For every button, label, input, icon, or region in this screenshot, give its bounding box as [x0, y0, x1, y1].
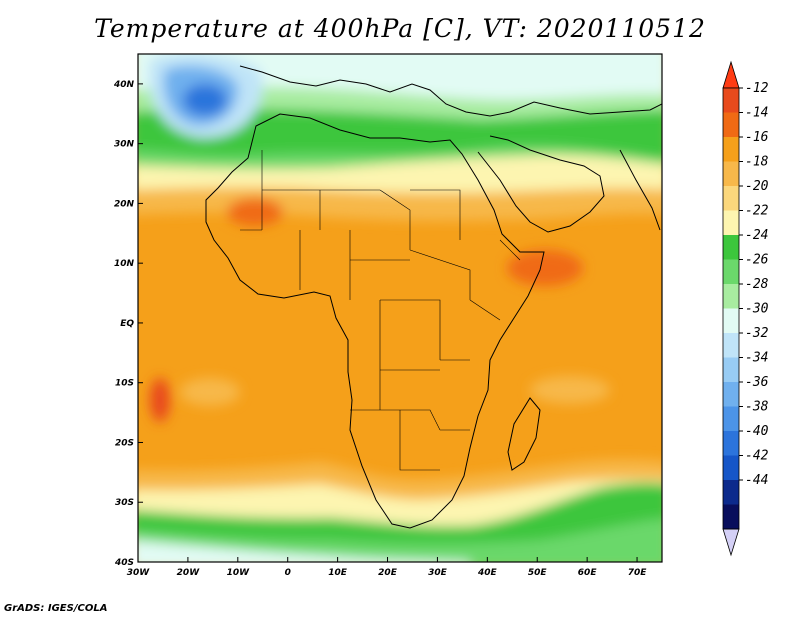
- india-coastline: [619, 149, 661, 231]
- map-title: Temperature at 400hPa [C], VT: 202011051…: [94, 14, 706, 43]
- lon-tick-label: 40E: [477, 568, 498, 578]
- colorbar: -12 -14 -16 -18 -20 -22 -24 -26 -28 -30 -32 -34 -36 -…: [722, 60, 769, 557]
- longitude-axis: 30W 20W 10W 0 10E 20E 30E 40E 50E 60E 70E: [127, 557, 647, 578]
- lon-tick-label: 20E: [378, 568, 398, 578]
- temperature-field: [138, 54, 662, 562]
- colorbar-label: -36: [745, 375, 769, 390]
- colorbar-label: -22: [745, 204, 769, 219]
- colorbar-label: -16: [745, 130, 769, 145]
- colorbar-swatch: [723, 406, 739, 432]
- colorbar-label: -20: [745, 179, 769, 194]
- field-horn-warm-patch: [507, 250, 583, 286]
- lat-tick-label: 20N: [114, 199, 135, 209]
- colorbar-swatch: [723, 504, 739, 530]
- lon-tick-label: 50E: [528, 568, 548, 578]
- colorbar-swatch: [723, 308, 739, 334]
- colorbar-label: -26: [745, 253, 769, 268]
- colorbar-swatch: [723, 284, 739, 309]
- latitude-axis: 40N 30N 20N 10N EQ 10S 20S 30S 40S: [113, 80, 143, 568]
- colorbar-label: -34: [745, 351, 768, 366]
- field-indian-ocean-yellow-patch: [530, 376, 610, 404]
- colorbar-swatch: [723, 112, 739, 138]
- field-north-cyan-band: [138, 54, 662, 100]
- field-atlantic-warm-patch: [150, 378, 170, 422]
- colorbar-swatch: [723, 455, 739, 481]
- lon-tick-label: 70E: [628, 568, 648, 578]
- colorbar-swatch: [723, 210, 739, 236]
- colorbar-swatch: [723, 259, 739, 285]
- lat-tick-label: 40N: [113, 80, 135, 90]
- colorbar-swatch: [723, 186, 739, 211]
- colorbar-label: -18: [745, 155, 769, 170]
- grads-credit: GrADS: IGES/COLA: [4, 603, 108, 614]
- colorbar-label: -42: [745, 449, 769, 464]
- lon-tick-label: 30W: [127, 568, 151, 578]
- colorbar-label: -14: [745, 106, 768, 121]
- lon-tick-label: 10W: [227, 568, 251, 578]
- field-west-africa-warm-patch: [227, 198, 283, 226]
- lat-tick-label: 10S: [115, 379, 134, 389]
- colorbar-swatch: [723, 333, 739, 358]
- lat-tick-label: 20S: [115, 438, 134, 448]
- field-sahara-cream-band: [138, 154, 662, 193]
- map-frame: [137, 53, 663, 563]
- field-south-atlantic-yellow-patch: [180, 378, 240, 406]
- lat-tick-label: 40S: [114, 558, 134, 568]
- colorbar-swatch: [723, 357, 739, 383]
- africa-coastline: [205, 113, 545, 529]
- lon-tick-label: 10E: [328, 568, 348, 578]
- colorbar-swatch: [723, 137, 739, 162]
- field-north-cold-core: [183, 84, 227, 116]
- lat-tick-label: 30N: [114, 140, 135, 150]
- colorbar-label: -24: [745, 228, 768, 243]
- country-borders: [240, 150, 521, 471]
- lon-tick-label: 0: [285, 568, 291, 578]
- colorbar-label: -28: [745, 277, 769, 292]
- colorbar-over-arrow: [722, 60, 740, 89]
- colorbar-label: -44: [745, 473, 768, 488]
- colorbar-under-arrow: [722, 528, 740, 557]
- colorbar-swatch: [723, 235, 739, 260]
- colorbar-label: -30: [745, 302, 769, 317]
- lat-tick-label: 10N: [114, 259, 135, 269]
- europe-coastline: [239, 65, 662, 117]
- colorbar-swatch: [723, 161, 739, 187]
- coastlines: [205, 65, 662, 529]
- lon-tick-label: 30E: [428, 568, 448, 578]
- arabia-coastline: [477, 135, 605, 233]
- lon-tick-label: 60E: [578, 568, 598, 578]
- madagascar-coastline: [507, 397, 541, 471]
- colorbar-swatch: [723, 480, 739, 505]
- field-south-light-green-band: [138, 518, 662, 562]
- colorbar-swatch: [723, 431, 739, 456]
- colorbar-label: -12: [745, 81, 769, 96]
- colorbar-swatch: [723, 88, 739, 113]
- colorbar-label: -40: [745, 424, 769, 439]
- colorbar-label: -38: [745, 400, 769, 415]
- lat-tick-label: EQ: [120, 319, 134, 329]
- lat-tick-label: 30S: [115, 498, 134, 508]
- colorbar-swatch: [723, 382, 739, 407]
- field-south-cyan-band: [138, 540, 470, 562]
- lon-tick-label: 20W: [177, 568, 201, 578]
- colorbar-label: -32: [745, 326, 769, 341]
